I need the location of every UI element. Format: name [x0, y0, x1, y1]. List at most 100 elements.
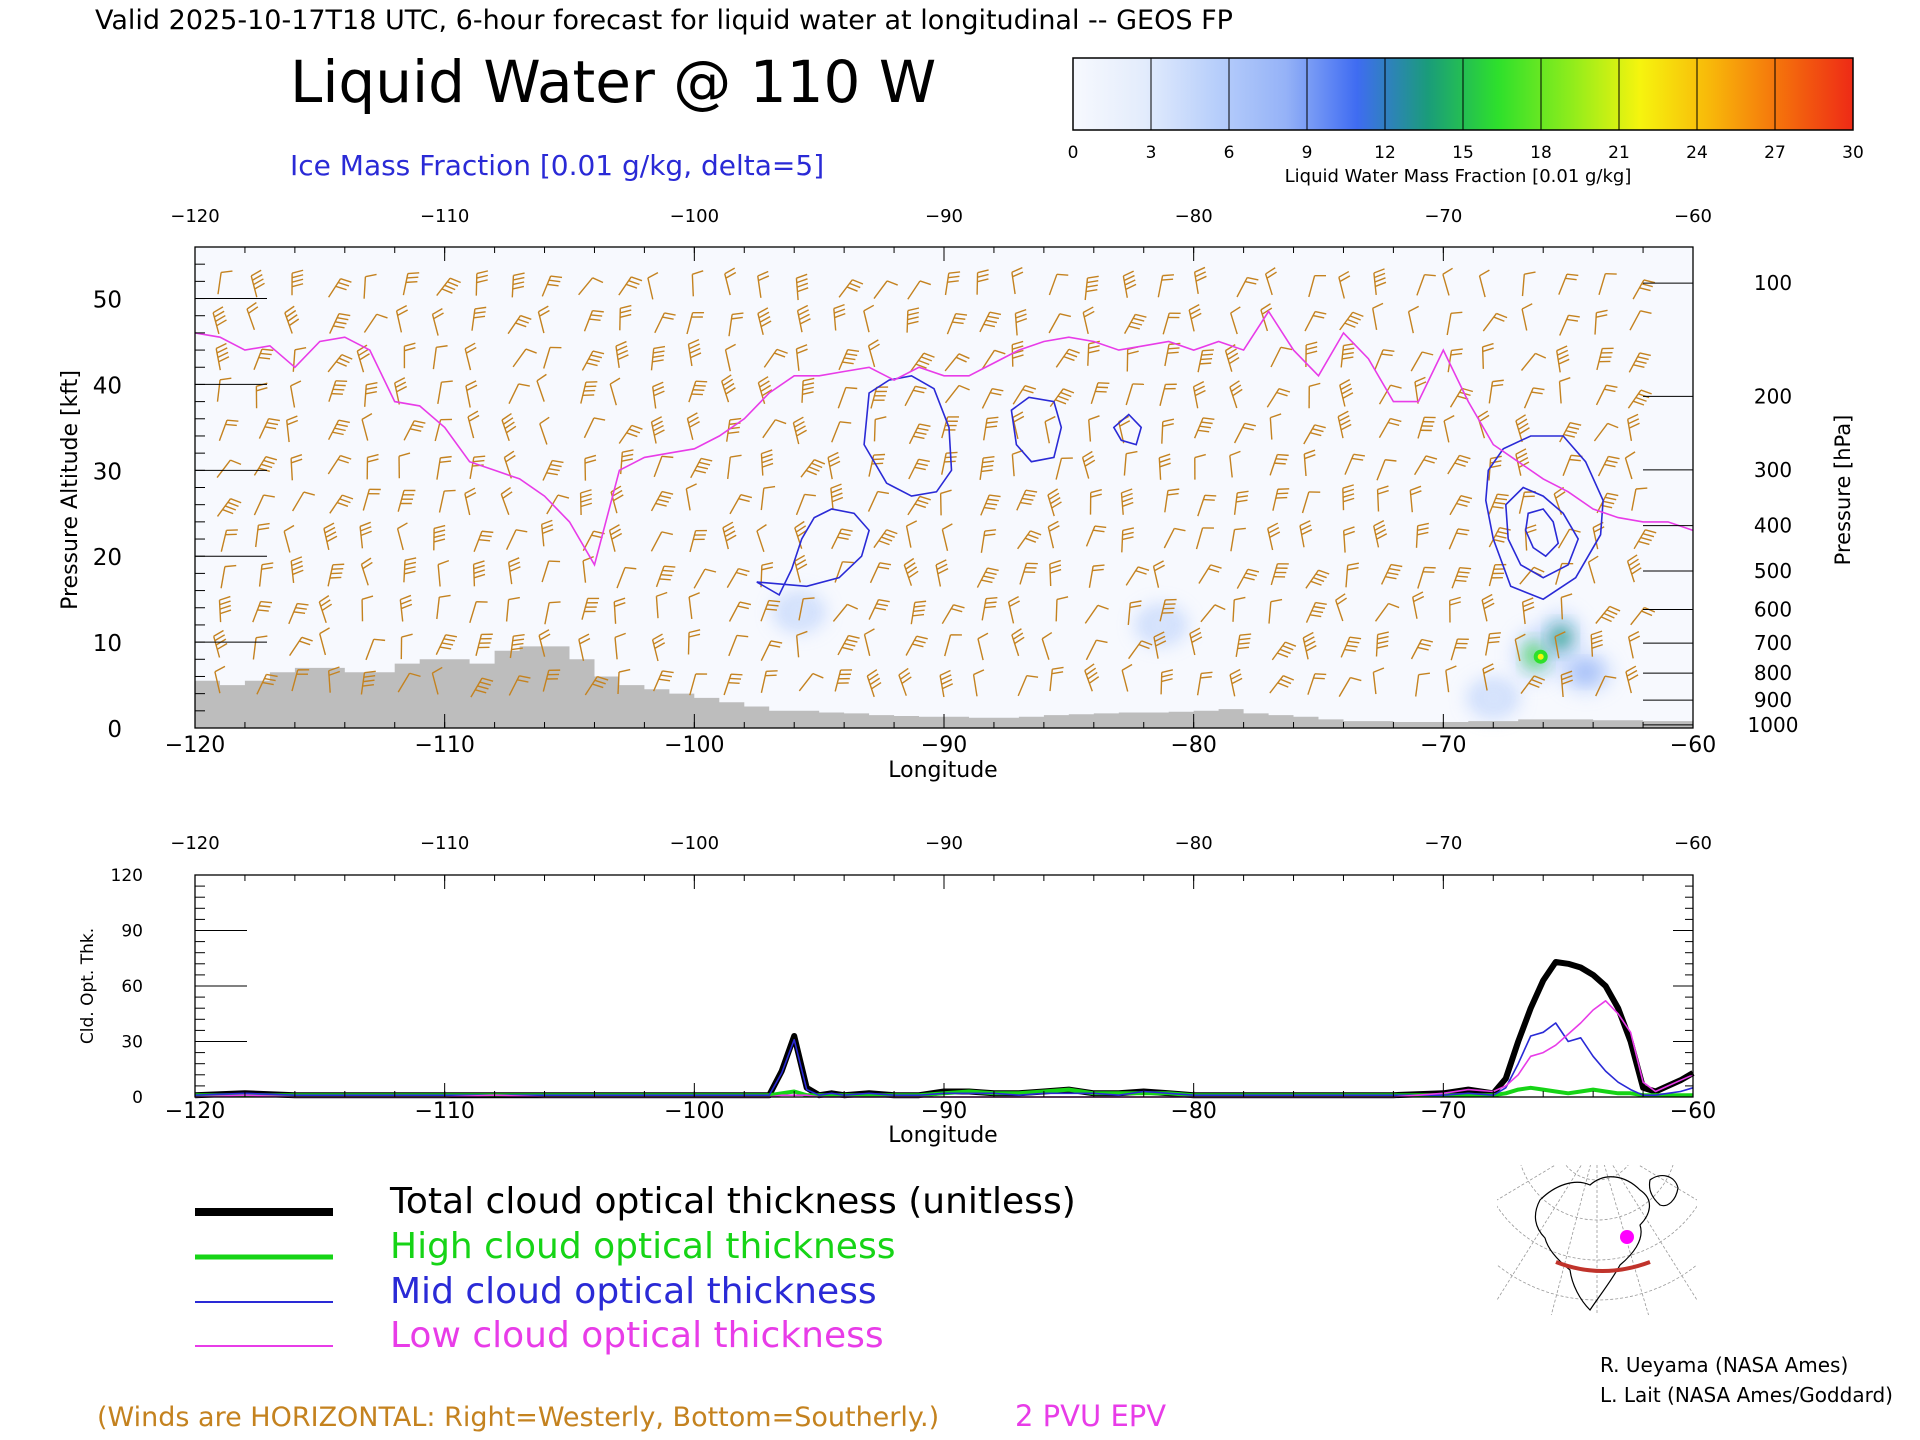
wind-barb [361, 595, 374, 622]
wind-barb-staff [837, 635, 850, 656]
wind-barb-flag [765, 608, 777, 611]
wind-barb-flag [765, 674, 777, 677]
wind-barb-staff [1264, 273, 1273, 296]
wind-barb-staff [1158, 457, 1162, 480]
wind-barb-staff [1121, 670, 1129, 692]
wind-barb-staff [762, 419, 776, 439]
wind-barb [655, 565, 676, 588]
wind-barb [327, 419, 350, 441]
wind-barb-flag [1093, 529, 1105, 533]
wind-barb-flag [1022, 388, 1034, 394]
wind-barb-flag [254, 282, 265, 290]
wind-barb [652, 381, 665, 409]
wind-barb [1521, 271, 1536, 297]
wind-barb [1163, 527, 1186, 549]
wind-barb-flag [794, 420, 805, 428]
wind-barb-flag [776, 348, 788, 354]
wind-barb [213, 629, 228, 658]
wind-barb-flag [1194, 389, 1206, 397]
wind-barb-staff [1446, 313, 1452, 336]
wind-barb-staff [724, 349, 731, 372]
wind-barb [792, 416, 807, 445]
wind-barb-flag [704, 568, 717, 573]
wind-barb-staff [258, 418, 270, 439]
wind-barb [833, 303, 846, 331]
wind-barb-flag [286, 419, 299, 426]
wind-barb [1335, 593, 1347, 622]
wind-barb-staff [689, 530, 697, 553]
wind-barb-flag [324, 526, 336, 534]
wind-barb-flag [731, 673, 743, 676]
wind-barb [729, 494, 753, 515]
wind-barb-flag [508, 596, 520, 601]
wind-barb [869, 562, 892, 584]
wind-barb [255, 522, 270, 548]
wind-barb [395, 304, 408, 333]
wind-barb-flag [1096, 386, 1109, 389]
bottom-top-tick-label: −120 [170, 833, 219, 854]
wind-barb-staff [907, 280, 921, 300]
wind-barb-flag [1640, 310, 1652, 315]
liquid-water-blob [1481, 688, 1505, 707]
wind-barb [1230, 306, 1241, 335]
wind-barb [292, 346, 307, 372]
wind-barb-flag [395, 381, 407, 389]
wind-barb-staff [834, 669, 842, 692]
wind-barb-flag [985, 319, 998, 324]
wind-barb-flag [1269, 531, 1281, 538]
wind-barb-flag [985, 571, 997, 576]
wind-barb-flag [1159, 453, 1171, 459]
wind-barb [1164, 488, 1180, 513]
wind-barb-staff [757, 313, 764, 335]
wind-barb-flag [852, 279, 864, 285]
wind-barb [1449, 495, 1473, 516]
wind-barb [284, 305, 300, 334]
wind-barb-flag [906, 520, 918, 527]
wind-barb-staff [618, 276, 632, 296]
wind-barb [935, 559, 949, 587]
wind-barb-flag [1242, 426, 1254, 431]
wind-barb-flag [803, 597, 815, 600]
wind-barb-flag [1167, 492, 1179, 496]
wind-barb-staff [581, 598, 589, 620]
wind-barb-flag [214, 634, 226, 642]
wind-barb [540, 519, 554, 547]
wind-barb-flag [725, 534, 737, 542]
wind-barb-flag [908, 570, 919, 579]
wind-barb [328, 278, 352, 298]
wind-barb-flag [359, 521, 371, 528]
wind-barb-flag [547, 673, 560, 676]
wind-barb-flag [336, 317, 349, 321]
wind-barb-staff [327, 455, 341, 475]
wind-barb-flag [1412, 591, 1424, 598]
wind-barb-flag [1167, 316, 1180, 319]
wind-barb [1596, 492, 1619, 514]
wind-barb-flag [939, 669, 951, 676]
wind-barb-flag [325, 531, 337, 538]
wind-barb [541, 560, 561, 583]
wind-barb-flag [622, 449, 634, 453]
wind-barb-flag [1387, 421, 1400, 427]
wind-barb [246, 301, 259, 331]
wind-barb-flag [1121, 488, 1133, 494]
wind-barb-flag [886, 529, 898, 535]
wind-barb [1123, 313, 1147, 334]
wind-barb-flag [654, 429, 665, 436]
wind-barb [685, 483, 697, 511]
wind-barb [1123, 450, 1138, 476]
wind-barb-flag [1015, 313, 1027, 319]
wind-barb-staff [359, 526, 364, 549]
wind-barb-flag [548, 560, 561, 563]
wind-barb-staff [1515, 420, 1523, 443]
wind-barb-flag [1376, 533, 1388, 540]
wind-barb-flag [1387, 571, 1399, 576]
wind-barb-flag [504, 450, 515, 459]
wind-barb-flag [973, 669, 985, 676]
wind-barb-flag [868, 339, 879, 347]
wind-barb-flag [290, 454, 303, 459]
wind-barb-flag [1165, 598, 1177, 601]
wind-barb [327, 563, 345, 587]
wind-barb-flag [1194, 453, 1206, 459]
wind-barb-staff [284, 312, 293, 334]
wind-barb-flag [226, 529, 238, 532]
